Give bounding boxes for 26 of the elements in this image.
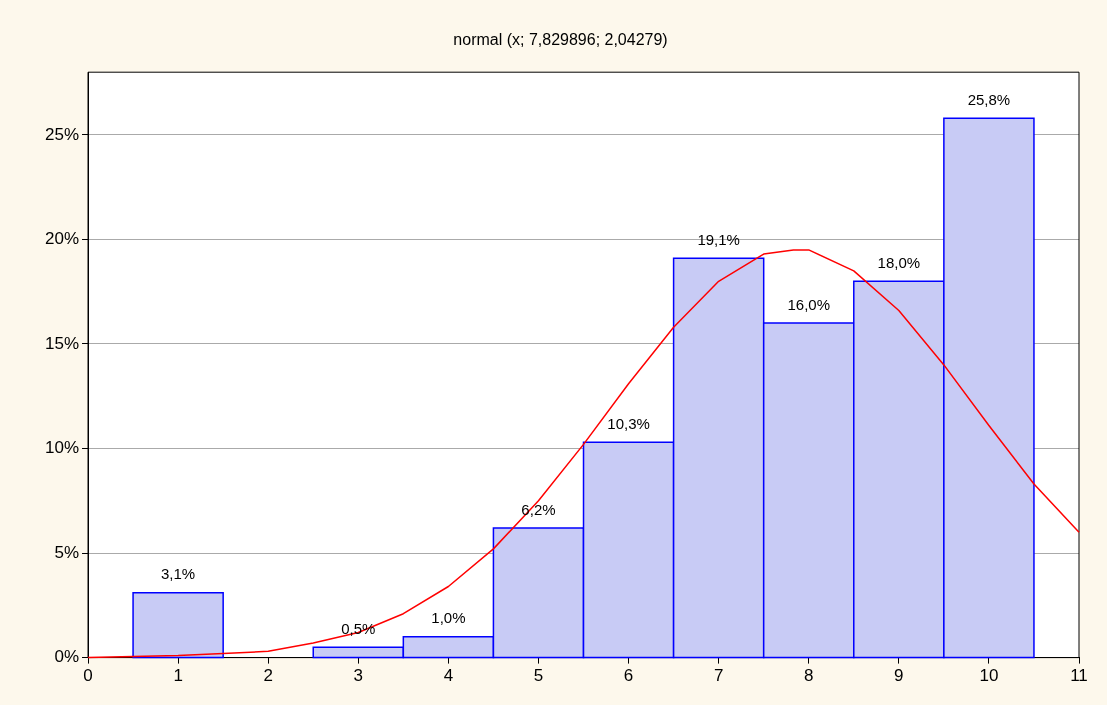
x-tick-label: 3 [353, 666, 364, 686]
chart-title: normal (x; 7,829896; 2,04279) [453, 31, 668, 49]
data-label: 10,3% [607, 414, 650, 432]
x-tick-label: 9 [894, 666, 904, 686]
y-tick-label: 15% [44, 333, 80, 353]
data-label: 3,1% [161, 565, 196, 583]
y-tick-label: 25% [44, 124, 80, 144]
x-tick-label: 11 [1070, 666, 1088, 686]
data-label: 18,0% [877, 253, 921, 271]
data-label: 1,0% [431, 609, 466, 627]
x-tick-label: 6 [623, 666, 634, 686]
x-tick-label: 5 [533, 666, 544, 686]
y-tick-label: 10% [44, 438, 80, 458]
data-label: 16,0% [787, 295, 831, 313]
x-tick-label: 10 [979, 666, 999, 686]
x-tick-label: 8 [804, 666, 814, 686]
x-tick-label: 0 [83, 666, 93, 686]
x-tick-label: 4 [443, 666, 454, 686]
x-tick-label: 1 [173, 666, 183, 686]
data-label: 25,8% [967, 90, 1011, 108]
y-tick-label: 0% [54, 647, 80, 667]
y-tick-label: 20% [44, 229, 80, 249]
x-tick-label: 2 [263, 666, 273, 686]
y-tick-label: 5% [54, 542, 80, 562]
data-label: 19,1% [697, 230, 740, 248]
x-tick-label: 7 [713, 666, 724, 686]
